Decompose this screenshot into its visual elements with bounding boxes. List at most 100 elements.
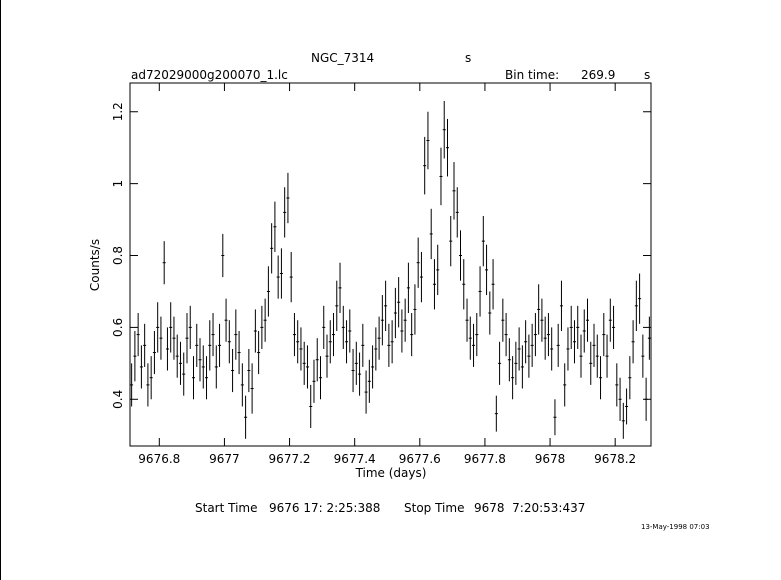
data-point bbox=[143, 323, 147, 367]
data-point bbox=[257, 330, 261, 375]
data-point bbox=[436, 244, 440, 296]
data-point bbox=[387, 323, 391, 367]
data-point bbox=[318, 356, 322, 400]
data-point bbox=[455, 187, 459, 238]
data-point bbox=[605, 334, 609, 378]
data-point bbox=[231, 348, 235, 393]
data-point bbox=[432, 259, 436, 310]
data-point bbox=[315, 338, 319, 382]
bin-time-value: 269.9 bbox=[581, 68, 616, 82]
data-point bbox=[341, 305, 345, 349]
data-point bbox=[524, 320, 528, 364]
data-point bbox=[498, 341, 502, 385]
data-point bbox=[133, 330, 137, 382]
data-point bbox=[358, 352, 362, 396]
data-point bbox=[599, 356, 603, 400]
data-point bbox=[351, 348, 355, 393]
date-stamp: 13-May-1998 07:03 bbox=[641, 523, 710, 531]
data-point bbox=[178, 341, 182, 385]
x-tick-label: 9678.2 bbox=[594, 452, 636, 466]
data-point bbox=[586, 298, 590, 342]
x-tick-label: 9677.8 bbox=[464, 452, 506, 466]
file-name: ad72029000g200070_1.lc bbox=[131, 68, 288, 82]
data-point bbox=[478, 266, 482, 317]
data-point bbox=[566, 327, 570, 371]
data-point bbox=[550, 327, 554, 371]
data-point bbox=[393, 287, 397, 339]
y-tick-label: 0.4 bbox=[111, 390, 125, 409]
data-point bbox=[237, 330, 241, 375]
data-point bbox=[419, 251, 423, 303]
data-point bbox=[208, 320, 212, 371]
data-point bbox=[631, 320, 635, 364]
data-point bbox=[286, 172, 290, 224]
data-point bbox=[276, 255, 280, 299]
data-point bbox=[146, 363, 150, 407]
data-point bbox=[354, 341, 358, 385]
y-tick-label: 0.6 bbox=[111, 318, 125, 337]
y-tick-label: 1 bbox=[111, 180, 125, 188]
data-point bbox=[205, 356, 209, 400]
data-point bbox=[410, 313, 414, 357]
data-point bbox=[325, 334, 329, 378]
data-point bbox=[426, 111, 430, 170]
data-point bbox=[406, 262, 410, 314]
x-tick-label: 9677.4 bbox=[334, 452, 376, 466]
data-point bbox=[400, 309, 404, 353]
x-tick-label: 9678 bbox=[535, 452, 566, 466]
data-point bbox=[338, 262, 342, 314]
data-point bbox=[481, 215, 485, 267]
data-point bbox=[384, 280, 388, 331]
data-point bbox=[198, 338, 202, 382]
data-point bbox=[621, 402, 625, 439]
data-point bbox=[130, 363, 134, 407]
data-point bbox=[328, 320, 332, 364]
data-point bbox=[475, 313, 479, 357]
data-point bbox=[439, 147, 443, 206]
data-point bbox=[296, 320, 300, 364]
data-point bbox=[169, 302, 173, 353]
data-series bbox=[130, 100, 651, 439]
data-point bbox=[390, 320, 394, 364]
start-time-value: 9676 17: 2:25:388 bbox=[269, 501, 381, 515]
data-point bbox=[367, 359, 371, 403]
data-point bbox=[459, 230, 463, 281]
x-axis: 9676.8 9677 9677.2 9677.4 9677.6 9677.8 9678 96… bbox=[138, 83, 636, 466]
data-point bbox=[416, 237, 420, 288]
data-point bbox=[185, 313, 189, 364]
data-point bbox=[507, 338, 511, 382]
data-point bbox=[543, 316, 547, 360]
y-axis: 0.4 0.6 0.8 1 1.2 bbox=[111, 102, 651, 409]
data-point bbox=[442, 100, 446, 159]
data-point bbox=[380, 295, 384, 346]
start-time-label: Start Time bbox=[195, 501, 258, 515]
data-point bbox=[292, 313, 296, 357]
x-tick-label: 9677 bbox=[209, 452, 240, 466]
data-point bbox=[253, 309, 257, 353]
x-tick-label: 9677.2 bbox=[269, 452, 311, 466]
data-point bbox=[299, 327, 303, 371]
data-point bbox=[445, 118, 449, 177]
data-point bbox=[540, 298, 544, 342]
data-point bbox=[644, 377, 648, 421]
data-point bbox=[449, 215, 453, 267]
data-point bbox=[602, 313, 606, 357]
bin-time-label: Bin time: bbox=[505, 68, 560, 82]
data-point bbox=[533, 313, 537, 357]
object-unit: s bbox=[465, 51, 472, 65]
data-point bbox=[638, 273, 642, 324]
data-point bbox=[572, 320, 576, 364]
data-point bbox=[517, 327, 521, 371]
data-point bbox=[615, 363, 619, 407]
data-point bbox=[468, 316, 472, 360]
data-point bbox=[159, 316, 163, 360]
data-point bbox=[559, 280, 563, 331]
data-point bbox=[527, 334, 531, 378]
data-point bbox=[625, 388, 629, 425]
data-point bbox=[371, 345, 375, 389]
data-point bbox=[224, 298, 228, 342]
data-point bbox=[234, 309, 238, 360]
data-point bbox=[485, 244, 489, 296]
data-point bbox=[647, 316, 651, 360]
data-point bbox=[156, 302, 160, 353]
